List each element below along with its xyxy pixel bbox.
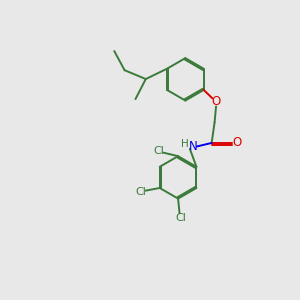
Text: H: H: [181, 139, 189, 148]
Text: Cl: Cl: [154, 146, 164, 156]
Text: Cl: Cl: [136, 187, 147, 197]
Text: O: O: [232, 136, 242, 149]
Text: N: N: [189, 140, 198, 153]
Text: Cl: Cl: [175, 213, 186, 223]
Text: O: O: [212, 94, 221, 108]
